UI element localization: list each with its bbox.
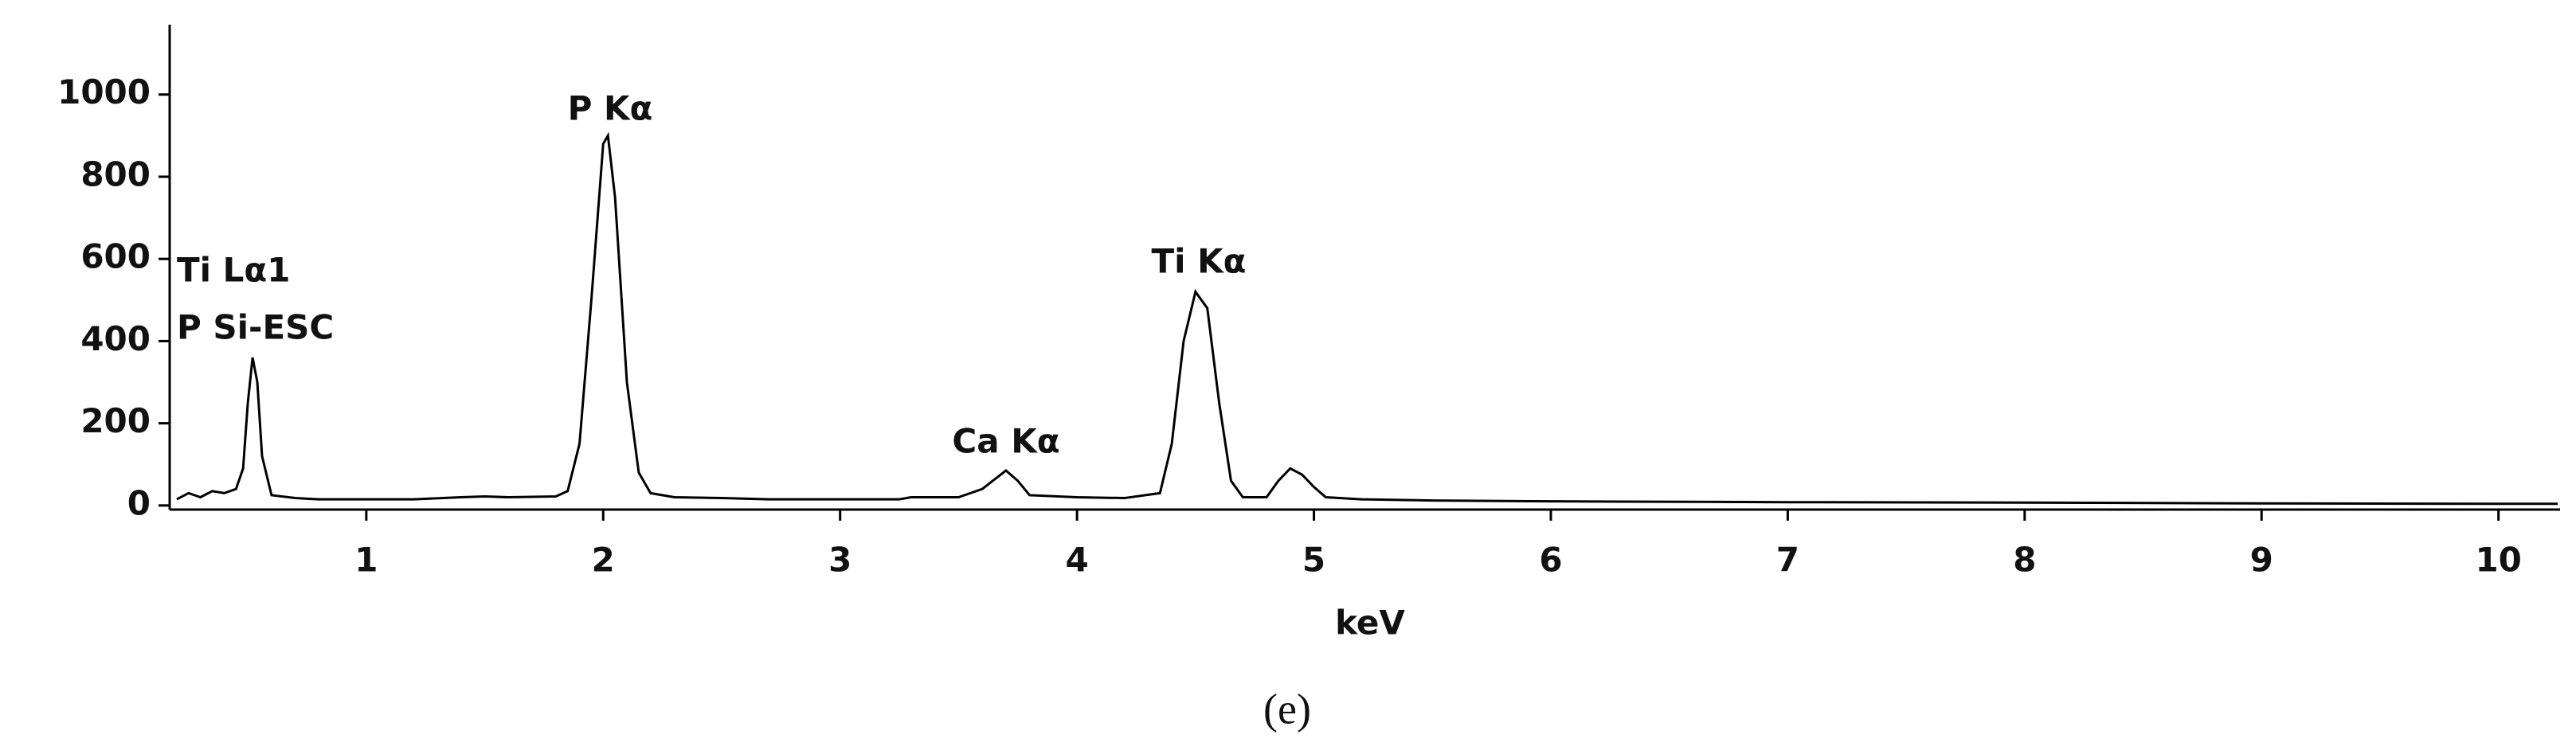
y-tick-label: 200 (80, 401, 151, 440)
peak-label: Ti Kα (1151, 242, 1246, 281)
caption: (e) (1263, 685, 1311, 733)
peak-label: P Si-ESC (177, 308, 334, 347)
spectrum-line (176, 131, 2558, 506)
peak-label: Ca Kα (952, 422, 1059, 461)
x-tick-label: 7 (1776, 541, 1799, 580)
x-tick-label: 8 (2013, 541, 2036, 580)
x-tick-label: 10 (2475, 541, 2521, 580)
x-tick-label: 6 (1539, 541, 1562, 580)
x-tick-label: 2 (592, 541, 615, 580)
x-tick-label: 9 (2250, 541, 2273, 580)
x-tick-label: 1 (354, 541, 378, 580)
x-tick-label: 5 (1302, 541, 1325, 580)
y-tick-label: 0 (127, 483, 151, 522)
y-tick-label: 600 (80, 237, 151, 276)
x-axis-label: keV (1335, 604, 1405, 643)
peak-label: P Kα (568, 89, 653, 128)
y-tick-label: 1000 (57, 72, 151, 111)
x-tick-label: 3 (828, 541, 851, 580)
y-tick-label: 400 (80, 319, 151, 358)
peak-label: Ti Lα1 (177, 251, 291, 290)
y-tick-label: 800 (80, 154, 151, 193)
x-tick-label: 4 (1066, 541, 1089, 580)
